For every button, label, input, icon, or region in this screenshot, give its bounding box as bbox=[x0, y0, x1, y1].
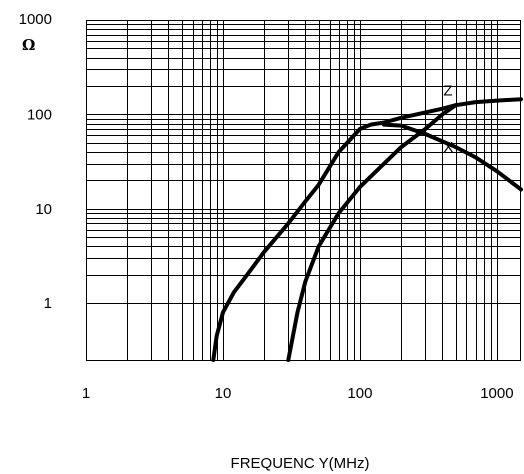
y-tick-label: 10 bbox=[35, 201, 52, 218]
y-tick-label: 100 bbox=[27, 106, 52, 123]
series-z-curve bbox=[211, 97, 523, 362]
curve-label-z: Z bbox=[443, 82, 452, 99]
x-tick-labels: 1 10 100 1000 bbox=[82, 385, 514, 402]
y-axis-unit: Ω bbox=[22, 36, 35, 54]
y-tick-labels: 1 10 100 1000 bbox=[19, 11, 52, 312]
x-axis-label: FREQUENC Y(MHz) bbox=[231, 455, 370, 472]
series-3-curve bbox=[382, 122, 523, 192]
grid bbox=[86, 20, 521, 361]
x-tick-label: 1000 bbox=[480, 385, 513, 402]
y-tick-label: 1 bbox=[44, 295, 52, 312]
x-tick-label: 10 bbox=[215, 385, 232, 402]
x-tick-label: 1 bbox=[82, 385, 90, 402]
series-x-curve bbox=[286, 103, 458, 362]
curves bbox=[211, 97, 523, 362]
curve-label-x: X bbox=[443, 139, 453, 156]
curve-labels: ZX bbox=[443, 82, 453, 156]
x-tick-label: 100 bbox=[347, 385, 372, 402]
y-tick-label: 1000 bbox=[19, 11, 52, 28]
